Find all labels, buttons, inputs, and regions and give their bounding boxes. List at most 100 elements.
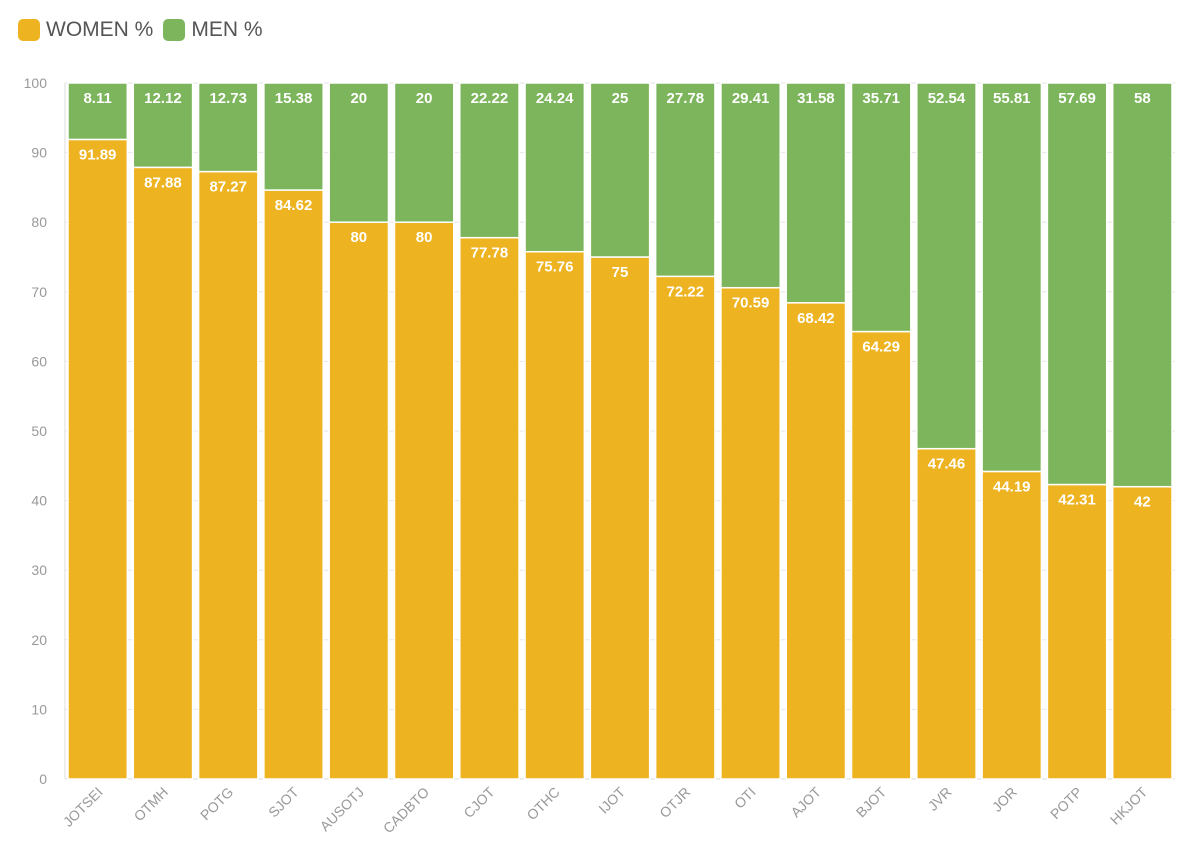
bar-label-men-AUSOTJ: 20 [350, 90, 367, 107]
bar-men-OTJR [654, 82, 716, 278]
x-tick-label-BJOT: BJOT [853, 783, 890, 820]
bar-men-POTG [197, 82, 259, 173]
bar-label-men-OTHC: 24.24 [536, 90, 574, 107]
bar-men-JVR [916, 82, 977, 450]
bar-men-OTHC [524, 82, 586, 253]
bar-men-POTP [1046, 82, 1108, 486]
y-tick-label-70: 70 [31, 284, 47, 300]
bar-men-IJOT [589, 82, 651, 258]
bar-label-women-AJOT: 68.42 [797, 310, 835, 327]
x-tick-label-POTG: POTG [197, 784, 236, 823]
bar-label-women-OTMH: 87.88 [144, 174, 182, 191]
bar-label-women-JOTSEI: 91.89 [79, 146, 117, 163]
bar-label-women-AUSOTJ: 80 [350, 229, 367, 246]
y-tick-label-80: 80 [31, 214, 47, 230]
bar-label-men-POTP: 57.69 [1058, 90, 1096, 107]
bar-women-AUSOTJ [328, 221, 390, 780]
legend-item-men[interactable]: MEN % [163, 18, 263, 42]
bar-label-women-OTI: 70.59 [732, 295, 770, 312]
bar-label-men-HKJOT: 58 [1134, 90, 1151, 107]
x-tick-label-OTI: OTI [731, 784, 759, 812]
bar-women-OTI [720, 286, 781, 780]
bar-women-POTP [1046, 483, 1108, 780]
legend-swatch-men [163, 19, 186, 41]
bar-label-men-JOR: 55.81 [993, 90, 1031, 107]
x-tick-label-CJOT: CJOT [460, 783, 497, 820]
bar-women-AJOT [785, 302, 847, 780]
bar-label-women-OTHC: 75.76 [536, 259, 574, 276]
bar-label-men-CADBTO: 20 [416, 90, 433, 107]
bar-men-CADBTO [393, 82, 455, 223]
y-tick-label-60: 60 [31, 353, 47, 369]
bar-label-men-AJOT: 31.58 [797, 90, 835, 107]
x-tick-label-AUSOTJ: AUSOTJ [317, 784, 367, 834]
y-tick-label-40: 40 [31, 493, 47, 509]
bar-label-women-HKJOT: 42 [1134, 494, 1151, 511]
x-tick-label-JOR: JOR [989, 784, 1020, 815]
bar-women-SJOT [263, 189, 324, 780]
bar-men-JOR [981, 82, 1043, 473]
bar-label-men-OTMH: 12.12 [144, 90, 182, 107]
x-tick-label-JOTSEI: JOTSEI [60, 784, 106, 830]
bar-men-HKJOT [1111, 82, 1173, 488]
y-tick-label-10: 10 [31, 701, 47, 717]
legend-label-men: MEN % [191, 18, 263, 41]
x-tick-label-OTMH: OTMH [131, 784, 171, 824]
bar-label-women-IJOT: 75 [612, 264, 629, 281]
bar-label-men-JVR: 52.54 [928, 90, 966, 107]
bar-label-women-CJOT: 77.78 [471, 245, 509, 262]
x-tick-label-JVR: JVR [925, 784, 955, 814]
bar-men-CJOT [459, 82, 520, 239]
y-tick-label-30: 30 [31, 562, 47, 578]
bar-label-women-POTP: 42.31 [1058, 492, 1096, 509]
bar-men-AJOT [785, 82, 847, 304]
bar-label-women-CADBTO: 80 [416, 229, 433, 246]
legend-item-women[interactable]: WOMEN % [18, 18, 153, 42]
bar-men-OTMH [132, 82, 194, 169]
x-tick-label-POTP: POTP [1047, 784, 1085, 822]
bar-men-JOTSEI [67, 82, 129, 141]
bar-men-BJOT [850, 82, 912, 333]
bar-label-men-JOTSEI: 8.11 [83, 90, 111, 107]
bar-label-men-BJOT: 35.71 [862, 90, 900, 107]
x-tick-label-OTJR: OTJR [656, 784, 693, 821]
bar-men-OTI [720, 82, 781, 289]
bar-label-women-BJOT: 64.29 [862, 339, 900, 356]
x-tick-label-CADBTO: CADBTO [380, 784, 432, 836]
bar-label-men-OTJR: 27.78 [667, 90, 705, 107]
bar-label-men-POTG: 12.73 [209, 90, 247, 107]
bar-men-AUSOTJ [328, 82, 390, 223]
bar-label-men-IJOT: 25 [612, 90, 629, 107]
bar-women-CJOT [459, 236, 520, 780]
y-tick-label-90: 90 [31, 145, 47, 161]
legend: WOMEN % MEN % [18, 18, 263, 42]
y-tick-label-20: 20 [31, 632, 47, 648]
bar-women-POTG [197, 170, 259, 780]
bar-label-men-OTI: 29.41 [732, 90, 770, 107]
legend-swatch-women [18, 19, 40, 41]
y-tick-label-100: 100 [24, 75, 48, 91]
bar-women-JOTSEI [67, 138, 129, 780]
x-tick-label-AJOT: AJOT [787, 783, 824, 820]
legend-label-women: WOMEN % [46, 18, 154, 41]
bar-men-SJOT [263, 82, 324, 191]
bar-women-OTMH [132, 166, 194, 780]
bar-label-women-POTG: 87.27 [209, 179, 247, 196]
y-tick-label-50: 50 [31, 423, 47, 439]
x-tick-label-IJOT: IJOT [595, 783, 628, 816]
bar-women-IJOT [589, 256, 651, 780]
bar-label-women-JOR: 44.19 [993, 478, 1031, 495]
x-tick-label-OTHC: OTHC [523, 784, 562, 823]
x-tick-label-HKJOT: HKJOT [1107, 783, 1151, 827]
bar-women-HKJOT [1111, 485, 1173, 780]
bar-women-OTJR [654, 275, 716, 780]
bar-women-OTHC [524, 250, 586, 780]
bar-women-BJOT [850, 330, 912, 780]
bar-label-women-OTJR: 72.22 [667, 283, 705, 300]
bar-label-women-SJOT: 84.62 [275, 197, 313, 214]
bar-label-women-JVR: 47.46 [928, 456, 966, 473]
x-tick-label-SJOT: SJOT [265, 783, 302, 820]
y-tick-label-0: 0 [39, 771, 47, 787]
bar-women-JOR [981, 470, 1043, 780]
